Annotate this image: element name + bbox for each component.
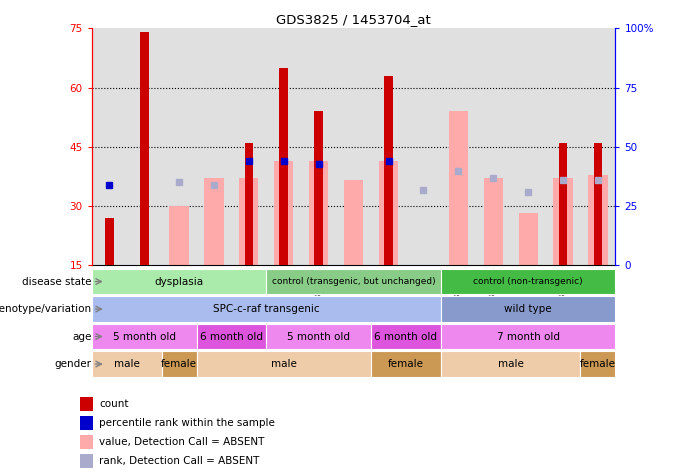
Bar [239, 178, 258, 265]
Text: age: age [73, 331, 92, 342]
Text: 6 month old: 6 month old [200, 331, 263, 342]
Text: 5 month old: 5 month old [287, 331, 350, 342]
Text: percentile rank within the sample: percentile rank within the sample [99, 418, 275, 428]
Bar [441, 351, 581, 377]
Bar [245, 143, 253, 265]
Bar [441, 324, 615, 349]
Text: control (transgenic, but unchanged): control (transgenic, but unchanged) [272, 277, 435, 286]
Bar [371, 351, 441, 377]
Bar [594, 143, 602, 265]
Bar [267, 324, 371, 349]
Bar [588, 175, 607, 265]
Bar [92, 324, 197, 349]
Text: male: male [114, 359, 139, 369]
Text: male: male [271, 359, 296, 369]
Text: rank, Detection Call = ABSENT: rank, Detection Call = ABSENT [99, 456, 260, 465]
Bar [80, 454, 93, 468]
Bar [80, 397, 93, 411]
Bar [554, 178, 573, 265]
Bar [344, 180, 363, 265]
Bar [449, 111, 468, 265]
Bar [371, 324, 441, 349]
Text: female: female [161, 359, 197, 369]
Text: value, Detection Call = ABSENT: value, Detection Call = ABSENT [99, 437, 265, 447]
Text: dysplasia: dysplasia [154, 276, 203, 287]
Bar [384, 76, 393, 265]
Text: disease state: disease state [22, 276, 92, 287]
Text: male: male [498, 359, 524, 369]
Bar [519, 213, 538, 265]
Text: 7 month old: 7 month old [496, 331, 560, 342]
Bar [581, 351, 615, 377]
Bar [140, 32, 148, 265]
Bar [197, 324, 267, 349]
Bar [205, 178, 224, 265]
Bar [314, 111, 323, 265]
Text: wild type: wild type [505, 304, 552, 314]
Text: 5 month old: 5 month old [113, 331, 175, 342]
Bar [441, 269, 615, 294]
Bar [162, 351, 197, 377]
Bar [80, 416, 93, 430]
Text: count: count [99, 400, 129, 410]
Text: 6 month old: 6 month old [375, 331, 437, 342]
Text: control (non-transgenic): control (non-transgenic) [473, 277, 583, 286]
Bar [80, 435, 93, 449]
Text: female: female [388, 359, 424, 369]
Bar [274, 161, 293, 265]
Bar [309, 161, 328, 265]
Bar [379, 161, 398, 265]
Bar [92, 351, 162, 377]
Bar [92, 269, 267, 294]
Text: gender: gender [55, 359, 92, 369]
Bar [483, 178, 503, 265]
Text: female: female [580, 359, 616, 369]
Bar [441, 296, 615, 322]
Bar [279, 68, 288, 265]
Text: SPC-c-raf transgenic: SPC-c-raf transgenic [213, 304, 320, 314]
Bar [197, 351, 371, 377]
Bar [559, 143, 567, 265]
Bar [169, 206, 188, 265]
Bar [267, 269, 441, 294]
Bar [105, 218, 114, 265]
Bar [92, 296, 441, 322]
Text: genotype/variation: genotype/variation [0, 304, 92, 314]
Title: GDS3825 / 1453704_at: GDS3825 / 1453704_at [276, 13, 431, 26]
